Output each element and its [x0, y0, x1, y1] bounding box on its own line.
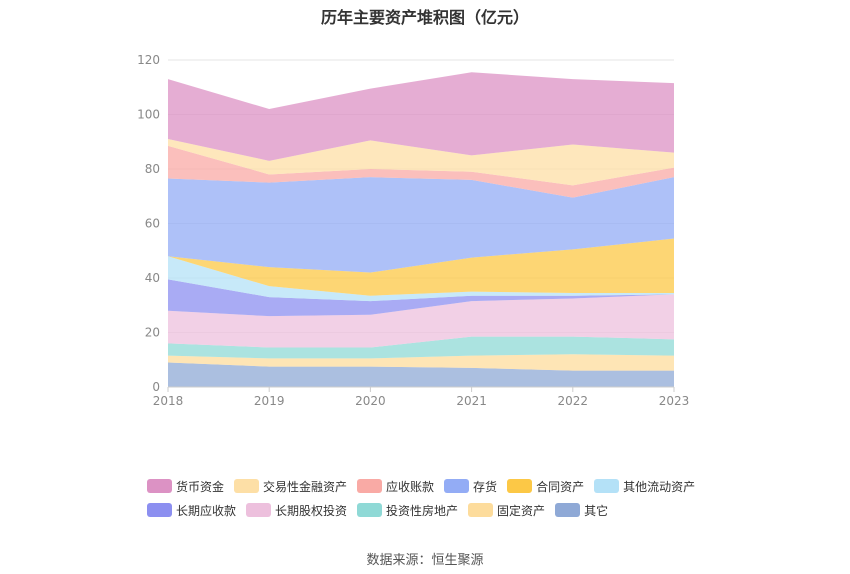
legend-item[interactable]: 其它	[555, 502, 608, 519]
area-series-交易性金融资产	[168, 139, 674, 186]
legend-label: 交易性金融资产	[263, 479, 348, 494]
legend-item[interactable]: 交易性金融资产	[234, 478, 347, 495]
y-tick-label: 40	[145, 271, 160, 285]
y-tick-label: 0	[152, 380, 160, 394]
legend-item[interactable]: 投资性房地产	[357, 502, 458, 519]
axes: 0 20 40 60 80 100 120 2018 2019 2020 2021 2022 2023	[137, 53, 689, 408]
area-series-存货	[168, 177, 674, 273]
area-series-货币资金	[168, 72, 674, 161]
y-tick-label: 100	[137, 108, 160, 122]
x-tick-label: 2022	[558, 394, 589, 408]
legend-label: 长期应收款	[176, 503, 237, 518]
data-source: 数据来源：恒生聚源	[366, 553, 484, 568]
legend-label: 长期股权投资	[275, 503, 348, 518]
legend-item[interactable]: 其他流动资产	[594, 478, 695, 495]
y-tick-label: 120	[137, 53, 160, 67]
legend-swatch	[444, 479, 470, 493]
legend-label: 投资性房地产	[386, 503, 459, 518]
area-series-应收账款	[168, 145, 674, 198]
y-tick-label: 60	[145, 217, 160, 231]
legend-swatch	[555, 503, 581, 517]
legend-label: 其它	[584, 503, 609, 518]
chart-title: 历年主要资产堆积图（亿元）	[320, 8, 529, 27]
area-series-合同资产	[168, 238, 674, 296]
legend-swatch	[468, 503, 494, 517]
legend-swatch	[357, 479, 383, 493]
legend-swatch	[234, 479, 260, 493]
legend-item[interactable]: 合同资产	[507, 478, 584, 495]
x-tick-label: 2021	[456, 394, 487, 408]
area-series-长期股权投资	[168, 294, 674, 348]
area-series-其他流动资产	[168, 256, 674, 302]
x-tick-label: 2020	[355, 394, 386, 408]
area-series-长期应收款	[168, 279, 674, 317]
legend-swatch	[594, 479, 620, 493]
legend-item[interactable]: 固定资产	[468, 502, 545, 519]
legend-label: 存货	[473, 479, 498, 494]
legend: 货币资金 交易性金融资产 应收账款 存货 合同资产 其他流动资产 长期应收款 长期股权投资 投…	[147, 474, 747, 522]
legend-item[interactable]: 货币资金	[147, 478, 224, 495]
area-series-固定资产	[168, 354, 674, 371]
legend-swatch	[246, 503, 272, 517]
x-tick-label: 2018	[153, 394, 184, 408]
legend-item[interactable]: 存货	[444, 478, 497, 495]
legend-swatch	[147, 503, 172, 517]
legend-row-1: 货币资金 交易性金融资产 应收账款 存货 合同资产 其他流动资产	[147, 474, 747, 498]
area-series-投资性房地产	[168, 336, 674, 359]
y-tick-label: 20	[145, 326, 160, 340]
legend-label: 其他流动资产	[623, 479, 696, 494]
area-series	[168, 72, 674, 387]
legend-label: 固定资产	[497, 503, 546, 518]
legend-label: 应收账款	[386, 479, 435, 494]
legend-item[interactable]: 长期股权投资	[246, 502, 347, 519]
legend-label: 合同资产	[536, 479, 585, 494]
legend-item[interactable]: 应收账款	[357, 478, 434, 495]
legend-swatch	[507, 479, 533, 493]
legend-label: 货币资金	[176, 479, 225, 494]
legend-swatch	[147, 479, 172, 493]
legend-item[interactable]: 长期应收款	[147, 502, 236, 519]
legend-swatch	[357, 503, 383, 517]
y-tick-label: 80	[145, 162, 160, 176]
area-series-其它	[168, 362, 674, 387]
x-tick-label: 2019	[254, 394, 285, 408]
x-tick-label: 2023	[659, 394, 690, 408]
legend-row-2: 长期应收款 长期股权投资 投资性房地产 固定资产 其它	[147, 498, 747, 522]
